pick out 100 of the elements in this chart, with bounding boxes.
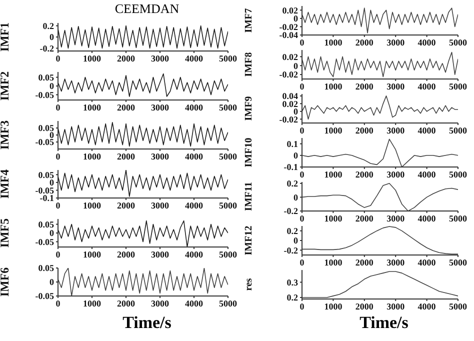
line-series: [58, 73, 228, 97]
x-tick-label: 5000: [219, 53, 238, 64]
y-tick-label: 0: [294, 236, 298, 246]
y-tick-label: 0.05: [38, 263, 54, 274]
x-tick-label: 3000: [151, 53, 170, 64]
y-tick-label: 0.02: [282, 98, 298, 109]
x-tick-label: 4000: [185, 249, 204, 260]
x-tick-label: 2000: [117, 151, 136, 162]
y-tick-label: 0.2: [286, 178, 298, 189]
x-tick-label: 1000: [324, 301, 343, 312]
x-tick-label: 3000: [386, 81, 406, 92]
y-axis-title: IMF5: [0, 218, 12, 248]
y-tick-label: -0.2: [284, 245, 298, 256]
y-axis-title: IMF6: [0, 267, 12, 297]
x-tick-label: 1000: [324, 257, 343, 268]
x-tick-label: 2000: [355, 37, 374, 48]
x-tick-label: 2000: [355, 81, 374, 92]
y-tick-label: 0: [294, 14, 298, 24]
x-tick-label: 3000: [386, 301, 406, 312]
x-tick-label: 2000: [355, 257, 374, 268]
y-axis-title: IMF7: [244, 8, 255, 33]
x-tick-label: 4000: [185, 53, 204, 64]
y-tick-label: -0.2: [284, 206, 298, 216]
x-axis-title: Time/s: [358, 312, 410, 334]
x-tick-label: 5000: [219, 151, 238, 162]
y-tick-label: 0: [294, 192, 298, 202]
x-tick-label: 1000: [83, 298, 102, 308]
x-tick-label: 1000: [83, 102, 102, 112]
y-tick-label: 0: [50, 178, 54, 188]
x-tick-label: 2000: [117, 298, 136, 308]
y-tick-label: -0.2: [40, 43, 54, 54]
y-tick-label: 0.2: [286, 226, 298, 236]
x-tick-label: 1000: [324, 169, 343, 180]
y-tick-label: -0.05: [35, 291, 54, 302]
y-axis-title: IMF1: [0, 22, 12, 52]
y-tick-label: 0.05: [38, 72, 54, 82]
y-tick-label: 0.04: [282, 91, 298, 102]
y-tick-label: 0: [294, 60, 298, 71]
x-tick-label: 2000: [117, 200, 136, 210]
y-axis-title: IMF11: [244, 182, 255, 211]
x-tick-label: 2000: [117, 53, 136, 64]
x-tick-label: 4000: [418, 257, 436, 268]
line-series: [58, 220, 228, 247]
x-tick-label: 4000: [418, 169, 436, 180]
x-tick-label: 5000: [219, 249, 238, 260]
x-tick-label: 4000: [185, 102, 204, 112]
x-tick-label: 4000: [185, 200, 204, 210]
x-tick-label: 4000: [418, 213, 436, 224]
line-series: [302, 271, 458, 298]
x-tick-label: 1000: [83, 53, 102, 64]
y-tick-label: -0.1: [284, 162, 298, 172]
x-tick-label: 4000: [418, 37, 436, 48]
x-tick-label: 3000: [386, 169, 406, 180]
x-tick-label: 5000: [449, 213, 468, 224]
y-axis-title: IMF10: [244, 138, 255, 168]
x-tick-label: 3000: [151, 200, 170, 210]
x-tick-label: 3000: [386, 125, 406, 136]
y-tick-label: 0.02: [282, 52, 298, 62]
x-tick-label: 2000: [355, 125, 374, 136]
y-tick-label: 0.2: [286, 292, 298, 303]
x-tick-label: 5000: [219, 298, 238, 308]
line-series: [302, 182, 458, 211]
line-series: [302, 52, 458, 78]
x-tick-label: 2000: [117, 102, 136, 112]
y-tick-label: -0.05: [35, 185, 54, 196]
y-tick-label: -0.02: [279, 114, 298, 124]
y-tick-label: -0.1: [40, 193, 54, 204]
y-axis-title: IMF12: [244, 226, 255, 256]
x-tick-label: 3000: [151, 249, 170, 260]
x-tick-label: 2000: [355, 169, 374, 180]
y-tick-label: 0.2: [42, 20, 54, 31]
chart-title: CEEMDAN: [114, 0, 180, 18]
x-tick-label: 1000: [83, 200, 102, 210]
x-tick-label: 5000: [219, 200, 238, 210]
y-tick-label: 0.3: [286, 277, 298, 288]
y-tick-label: 0.1: [286, 138, 298, 149]
y-axis-title: IMF4: [0, 169, 12, 199]
y-tick-label: 0.05: [38, 219, 54, 230]
x-tick-label: 1000: [324, 125, 343, 136]
y-axis-title: res: [244, 278, 255, 291]
line-series: [58, 122, 228, 147]
line-series: [302, 138, 458, 167]
x-tick-label: 4000: [418, 301, 436, 312]
y-tick-label: 0.05: [38, 170, 54, 180]
x-tick-label: 4000: [185, 298, 204, 308]
y-tick-label: -0.05: [35, 236, 54, 247]
x-tick-label: 5000: [219, 102, 238, 112]
y-axis-title: IMF2: [0, 71, 12, 101]
y-tick-label: 0.05: [38, 123, 54, 134]
y-tick-label: 0.02: [282, 5, 298, 16]
x-tick-label: 4000: [185, 151, 204, 162]
x-tick-label: 3000: [386, 37, 406, 48]
x-tick-label: 2000: [355, 301, 374, 312]
x-tick-label: 5000: [449, 257, 468, 268]
x-tick-label: 3000: [151, 151, 170, 162]
line-series: [302, 96, 458, 120]
line-series: [302, 8, 458, 34]
line-series: [58, 25, 228, 49]
y-axis-title: IMF8: [244, 52, 255, 77]
y-axis-title: IMF9: [244, 96, 255, 121]
